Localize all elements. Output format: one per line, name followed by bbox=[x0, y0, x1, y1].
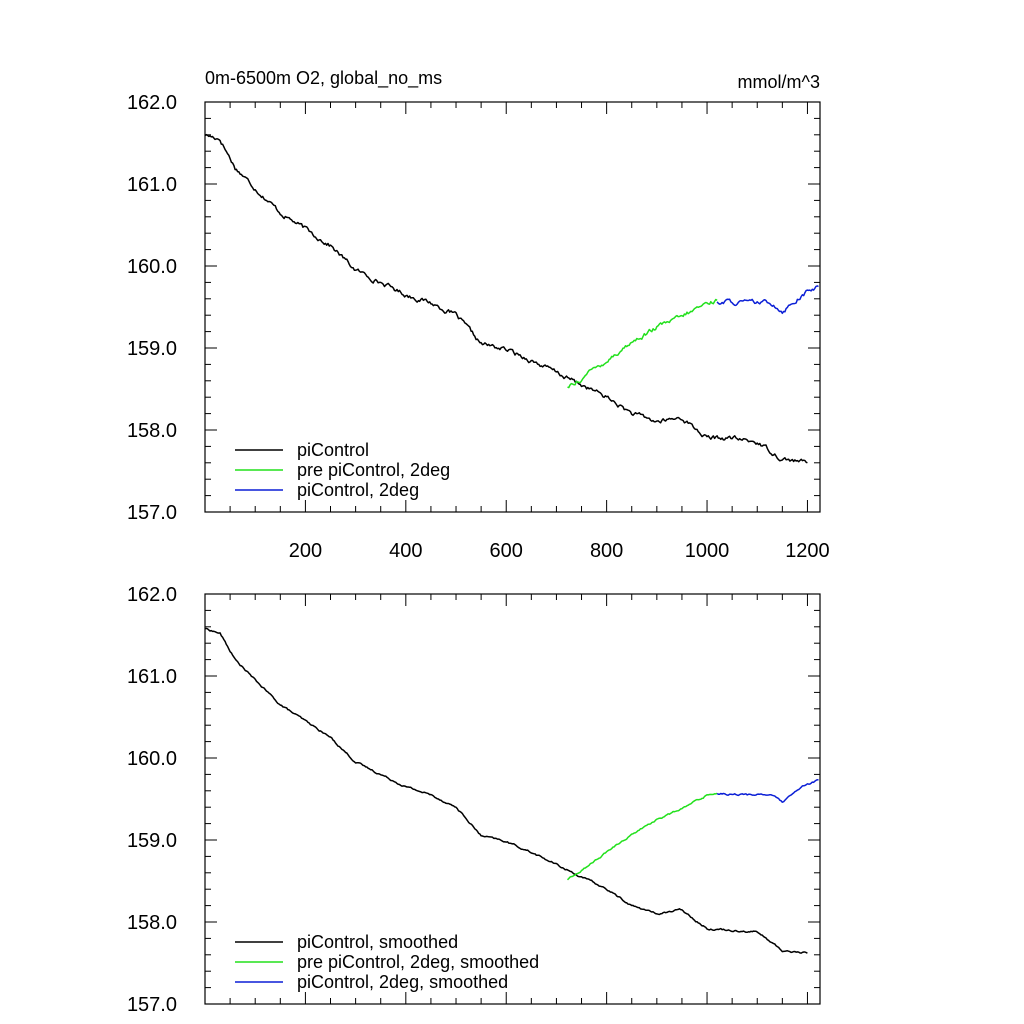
tick-group: 200 400 600 800 1000 1200 157.0 158.0 159.0 160.0… bbox=[127, 92, 830, 562]
legend-label: pre piControl, 2deg bbox=[297, 460, 450, 480]
legend-label: piControl, 2deg bbox=[297, 480, 419, 500]
series-group bbox=[204, 627, 819, 954]
x-tick-label: 1200 bbox=[785, 540, 830, 562]
y-tick-label: 158.0 bbox=[127, 420, 177, 442]
y-tick-label: 158.0 bbox=[127, 912, 177, 934]
legend-label: piControl, 2deg, smoothed bbox=[297, 972, 508, 992]
y-tick-label: 160.0 bbox=[127, 256, 177, 278]
tick-group: 157.0 158.0 159.0 160.0 161.0 162.0 bbox=[127, 584, 820, 1016]
series-group bbox=[204, 133, 819, 464]
x-tick-label: 200 bbox=[289, 540, 322, 562]
legend-label: piControl, smoothed bbox=[297, 932, 458, 952]
series-line-3 bbox=[716, 285, 819, 315]
y-tick-label: 161.0 bbox=[127, 174, 177, 196]
y-tick-label: 160.0 bbox=[127, 748, 177, 770]
legend-label: pre piControl, 2deg, smoothed bbox=[297, 952, 539, 972]
series-line-1 bbox=[204, 133, 808, 464]
plot-frame bbox=[204, 593, 821, 1005]
x-tick-label: 1000 bbox=[685, 540, 730, 562]
x-tick-label: 800 bbox=[590, 540, 623, 562]
y-tick-label: 161.0 bbox=[127, 666, 177, 688]
series-line-1 bbox=[204, 627, 808, 954]
chart-title: 0m-6500m O2, global_no_ms bbox=[205, 68, 442, 89]
series-line-3 bbox=[716, 778, 819, 803]
y-tick-label: 159.0 bbox=[127, 338, 177, 360]
y-tick-label: 157.0 bbox=[127, 994, 177, 1016]
y-tick-label: 162.0 bbox=[127, 584, 177, 606]
series-line-2 bbox=[566, 792, 718, 881]
x-tick-label: 400 bbox=[389, 540, 422, 562]
y-tick-label: 159.0 bbox=[127, 830, 177, 852]
legend-label: piControl bbox=[297, 440, 369, 460]
y-tick-label: 162.0 bbox=[127, 92, 177, 114]
plot-frame bbox=[204, 101, 821, 513]
units-label: mmol/m^3 bbox=[738, 72, 820, 92]
x-tick-label: 600 bbox=[490, 540, 523, 562]
y-tick-label: 157.0 bbox=[127, 502, 177, 524]
bottom-chart-panel: 157.0 158.0 159.0 160.0 161.0 162.0 piControl… bbox=[127, 584, 821, 1016]
series-line-2 bbox=[567, 298, 718, 389]
top-chart-panel: 0m-6500m O2, global_no_ms mmol/m^3 200 40… bbox=[127, 68, 830, 562]
